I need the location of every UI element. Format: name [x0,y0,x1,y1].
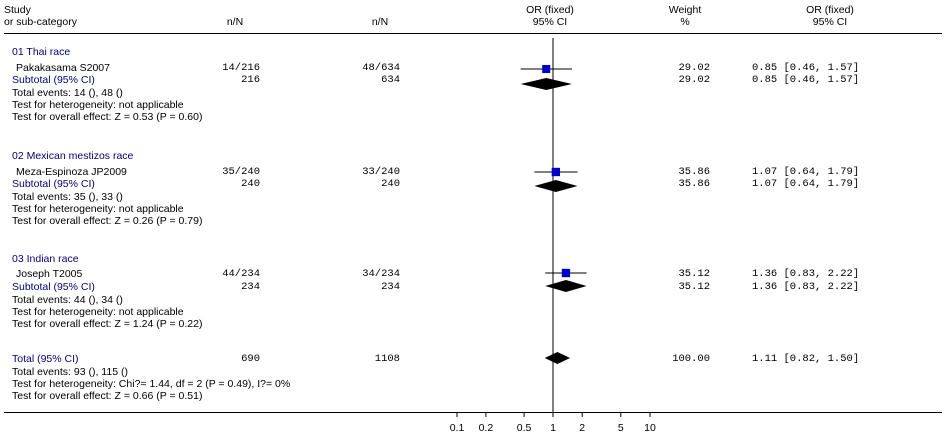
footer-rule [4,412,942,413]
overall-effect-test: Test for overall effect: Z = 0.26 (P = 0… [12,215,203,227]
subtotal-diamond [545,280,587,292]
total-treatment-n: 690 [241,353,260,365]
header-subcategory: or sub-category [4,16,77,28]
study-treatment-nN: 35/240 [222,166,260,178]
header-weight-pct: % [680,16,690,28]
group-title: 02 Mexican mestizos race [12,150,134,162]
study-or-ci: 1.36 [0.83, 2.22] [752,268,860,280]
study-weight: 35.12 [678,268,710,280]
header-orci-ci: 95% CI [812,16,848,28]
study-control-nN: 33/240 [362,166,400,178]
subtotal-weight: 29.02 [678,74,710,86]
axis-tick-label: 1 [550,422,556,434]
subtotal-control-n: 234 [381,281,400,293]
axis-tick-label: 5 [618,422,624,434]
study-control-nN: 34/234 [362,268,400,280]
total-control-n: 1108 [374,353,400,365]
study-or-ci: 1.07 [0.64, 1.79] [752,166,860,178]
study-weight: 35.86 [678,166,710,178]
overall-effect-test: Test for overall effect: Z = 0.66 (P = 0… [12,390,203,402]
subtotal-label: Subtotal (95% CI) [12,74,95,86]
study-name: Joseph T2005 [16,268,83,280]
study-point-square [561,268,571,278]
study-treatment-nN: 14/216 [222,62,260,74]
subtotal-control-n: 240 [381,178,400,190]
subtotal-treatment-n: 234 [241,281,260,293]
subtotal-weight: 35.12 [678,281,710,293]
heterogeneity-test: Test for heterogeneity: Chi?= 1.44, df =… [12,378,291,390]
study-treatment-nN: 44/234 [222,268,260,280]
subtotal-label: Subtotal (95% CI) [12,281,95,293]
total-events: Total events: 35 (), 33 () [12,191,123,203]
subtotal-treatment-n: 240 [241,178,260,190]
overall-effect-test: Test for overall effect: Z = 1.24 (P = 0… [12,318,203,330]
subtotal-or-ci: 1.36 [0.83, 2.22] [752,281,860,293]
header-rule [4,33,942,34]
study-point-square [542,64,551,74]
study-or-ci: 0.85 [0.46, 1.57] [752,62,860,74]
header-orci-fixed: OR (fixed) [806,4,854,16]
total-events: Total events: 14 (), 48 () [12,87,123,99]
header-treatment-nN: n/N [226,16,244,28]
study-name: Meza-Espinoza JP2009 [16,166,127,178]
total-events: Total events: 93 (), 115 () [12,366,128,378]
header-study: Study [4,4,31,16]
group-title: 01 Thai race [12,46,71,58]
subtotal-label: Subtotal (95% CI) [12,178,95,190]
header-or-ci: 95% CI [532,16,568,28]
study-name: Pakakasama S2007 [16,62,110,74]
study-control-nN: 48/634 [362,62,400,74]
heterogeneity-test: Test for heterogeneity: not applicable [12,306,184,318]
subtotal-diamond [534,180,578,192]
heterogeneity-test: Test for heterogeneity: not applicable [12,203,184,215]
header-or-fixed: OR (fixed) [526,4,574,16]
axis-tick-label: 0.2 [479,422,494,434]
subtotal-diamond [520,78,573,90]
overall-effect-test: Test for overall effect: Z = 0.53 (P = 0… [12,111,203,123]
total-label: Total (95% CI) [12,353,79,365]
subtotal-or-ci: 1.07 [0.64, 1.79] [752,178,860,190]
study-weight: 29.02 [678,62,710,74]
axis-tick-label: 0.5 [517,422,532,434]
total-or-ci: 1.11 [0.82, 1.50] [752,353,860,365]
subtotal-control-n: 634 [381,74,400,86]
group-title: 03 Indian race [12,253,79,265]
subtotal-or-ci: 0.85 [0.46, 1.57] [752,74,860,86]
total-weight: 100.00 [672,353,710,365]
header-control-nN: n/N [371,16,389,28]
subtotal-weight: 35.86 [678,178,710,190]
axis-tick-label: 10 [644,422,656,434]
heterogeneity-test: Test for heterogeneity: not applicable [12,99,184,111]
study-point-square [551,167,561,177]
header-weight: Weight [668,4,702,16]
axis-tick-label: 2 [579,422,585,434]
axis-tick-label: 0.1 [450,422,465,434]
subtotal-treatment-n: 216 [241,74,260,86]
overall-diamond [544,352,571,364]
total-events: Total events: 44 (), 34 () [12,294,123,306]
